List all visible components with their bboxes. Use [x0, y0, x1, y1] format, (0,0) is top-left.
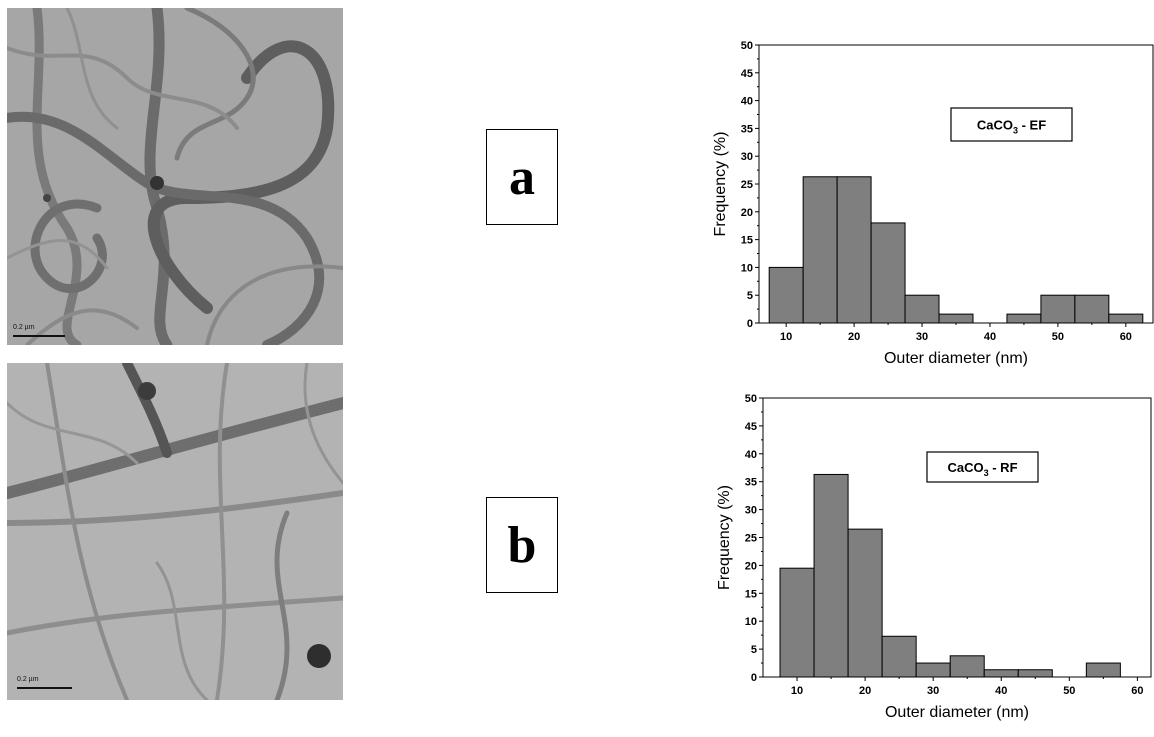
y-tick-label: 15 — [741, 235, 753, 247]
histogram-bar — [779, 567, 815, 678]
y-tick-label: 15 — [745, 588, 757, 600]
histogram-bar — [1085, 662, 1121, 678]
histogram-bar — [836, 176, 872, 324]
scale-bar-label: 0.2 µm — [17, 676, 39, 683]
x-tick-label: 60 — [1131, 685, 1143, 697]
nanotube-texture — [7, 363, 343, 700]
y-axis-title: Frequency (%) — [716, 485, 733, 590]
histogram-bar — [1108, 313, 1144, 324]
tem-micrograph-a: 0.2 µm — [7, 8, 343, 345]
y-tick-label: 30 — [745, 505, 757, 517]
y-tick-label: 5 — [751, 644, 757, 656]
y-tick-label: 25 — [741, 179, 753, 191]
y-tick-label: 50 — [741, 40, 753, 52]
y-tick-label: 40 — [745, 449, 757, 461]
y-tick-label: 20 — [741, 207, 753, 219]
histogram-bar — [881, 635, 917, 678]
x-tick-label: 40 — [984, 331, 996, 343]
histogram-bar — [768, 266, 804, 324]
y-tick-label: 45 — [745, 421, 757, 433]
y-tick-label: 40 — [741, 96, 753, 108]
y-tick-label: 10 — [745, 616, 757, 628]
scale-bar — [13, 335, 65, 337]
y-tick-label: 25 — [745, 533, 757, 545]
x-tick-label: 30 — [927, 685, 939, 697]
y-tick-label: 20 — [745, 560, 757, 572]
histogram-bar — [802, 176, 838, 324]
histogram-a-svg: 0 5 10 15 20 25 30 35 40 45 50 10 20 30 40 50 60 Outer di… — [712, 40, 1154, 367]
x-tick-label: 50 — [1052, 331, 1064, 343]
y-tick-label: 35 — [741, 123, 753, 135]
histogram-bar — [938, 313, 974, 324]
nanotube-texture — [7, 8, 343, 345]
x-axis-title: Outer diameter (nm) — [884, 350, 1028, 367]
x-tick-label: 20 — [859, 685, 871, 697]
y-tick-label: 50 — [745, 393, 757, 405]
panel-label-b: b — [486, 497, 558, 593]
tem-micrograph-b: 0.2 µm — [7, 363, 343, 700]
histogram-a: 0 5 10 15 20 25 30 35 40 45 50 10 20 30 40 50 60 Outer di… — [700, 30, 1154, 380]
histogram-bar — [1040, 294, 1076, 324]
histogram-bar — [847, 528, 883, 678]
y-axis-title: Frequency (%) — [712, 132, 729, 237]
y-tick-label: 5 — [747, 290, 753, 302]
y-tick-label: 30 — [741, 151, 753, 163]
x-tick-label: 50 — [1063, 685, 1075, 697]
x-tick-label: 10 — [791, 685, 803, 697]
scale-bar-label: 0.2 µm — [13, 324, 35, 331]
histogram-b-svg: 0 5 10 15 20 25 30 35 40 45 50 10 20 30 40 50 60 Outer di… — [716, 393, 1152, 721]
histogram-bar — [915, 662, 951, 678]
legend-box — [950, 107, 1073, 142]
histogram-bar — [1074, 294, 1110, 324]
y-tick-label: 10 — [741, 262, 753, 274]
x-tick-label: 30 — [916, 331, 928, 343]
histogram-bar — [813, 473, 849, 678]
x-tick-label: 10 — [780, 331, 792, 343]
x-axis-title: Outer diameter (nm) — [885, 704, 1029, 721]
histogram-bar — [949, 655, 985, 678]
y-tick-label: 0 — [751, 672, 757, 684]
legend-box — [926, 451, 1039, 483]
legend-label: CaCO3 - RF — [947, 460, 1017, 478]
scale-bar — [17, 687, 72, 689]
legend-label: CaCO3 - EF — [977, 118, 1046, 136]
histogram-bar — [870, 222, 906, 324]
histogram-b: 0 5 10 15 20 25 30 35 40 45 50 10 20 30 40 50 60 Outer di… — [700, 388, 1154, 732]
y-tick-label: 35 — [745, 477, 757, 489]
histogram-bar — [1006, 313, 1042, 324]
y-tick-label: 0 — [747, 318, 753, 330]
histogram-bar — [1017, 669, 1053, 678]
x-tick-label: 40 — [995, 685, 1007, 697]
histogram-bar — [904, 294, 940, 324]
y-tick-label: 45 — [741, 68, 753, 80]
histogram-bar — [983, 669, 1019, 678]
x-tick-label: 60 — [1120, 331, 1132, 343]
panel-label-a: a — [486, 129, 558, 225]
x-tick-label: 20 — [848, 331, 860, 343]
